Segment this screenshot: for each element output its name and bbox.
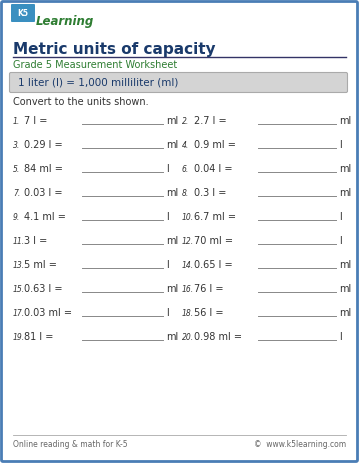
Text: l: l (166, 212, 169, 222)
Text: K5: K5 (18, 8, 28, 18)
Text: 56 l =: 56 l = (194, 308, 224, 318)
FancyBboxPatch shape (9, 73, 348, 93)
Text: 11.: 11. (13, 237, 25, 245)
Text: Convert to the units shown.: Convert to the units shown. (13, 97, 149, 107)
Text: 20.: 20. (182, 332, 194, 342)
Text: 13.: 13. (13, 261, 25, 269)
Text: 8.: 8. (182, 188, 189, 198)
Text: l: l (339, 236, 342, 246)
Text: 6.7 ml =: 6.7 ml = (194, 212, 236, 222)
Text: ml: ml (166, 140, 178, 150)
Text: 0.3 l =: 0.3 l = (194, 188, 227, 198)
Text: 16.: 16. (182, 284, 194, 294)
Text: 1.: 1. (13, 117, 20, 125)
Text: ml: ml (339, 260, 351, 270)
Text: 3 l =: 3 l = (24, 236, 47, 246)
Text: 15.: 15. (13, 284, 25, 294)
Text: ml: ml (339, 308, 351, 318)
Text: ml: ml (166, 116, 178, 126)
Text: 0.9 ml =: 0.9 ml = (194, 140, 236, 150)
Text: 7.: 7. (13, 188, 20, 198)
Text: l: l (166, 164, 169, 174)
Text: 70 ml =: 70 ml = (194, 236, 233, 246)
Text: ml: ml (339, 284, 351, 294)
Text: l: l (339, 140, 342, 150)
Text: l: l (166, 308, 169, 318)
Text: 4.: 4. (182, 140, 189, 150)
Text: Metric units of capacity: Metric units of capacity (13, 42, 216, 57)
Text: 18.: 18. (182, 308, 194, 318)
Text: 81 l =: 81 l = (24, 332, 53, 342)
Text: 17.: 17. (13, 308, 25, 318)
Text: 0.03 l =: 0.03 l = (24, 188, 62, 198)
Text: l: l (166, 260, 169, 270)
Text: Online reading & math for K-5: Online reading & math for K-5 (13, 440, 128, 449)
Text: 1 liter (l) = 1,000 milliliter (ml): 1 liter (l) = 1,000 milliliter (ml) (18, 77, 178, 88)
Text: 5.: 5. (13, 164, 20, 174)
Text: ml: ml (166, 284, 178, 294)
Text: ml: ml (339, 188, 351, 198)
Text: 9.: 9. (13, 213, 20, 221)
Text: 14.: 14. (182, 261, 194, 269)
Text: 76 l =: 76 l = (194, 284, 224, 294)
Text: Grade 5 Measurement Worksheet: Grade 5 Measurement Worksheet (13, 60, 177, 70)
Text: 0.04 l =: 0.04 l = (194, 164, 233, 174)
Text: 0.65 l =: 0.65 l = (194, 260, 233, 270)
Text: ml: ml (339, 164, 351, 174)
Text: 5 ml =: 5 ml = (24, 260, 57, 270)
Text: 19.: 19. (13, 332, 25, 342)
Text: 0.63 l =: 0.63 l = (24, 284, 62, 294)
Text: 6.: 6. (182, 164, 189, 174)
Text: 0.03 ml =: 0.03 ml = (24, 308, 72, 318)
Text: 7 l =: 7 l = (24, 116, 47, 126)
Text: 12.: 12. (182, 237, 194, 245)
Text: ©  www.k5learning.com: © www.k5learning.com (254, 440, 346, 449)
Text: 4.1 ml =: 4.1 ml = (24, 212, 66, 222)
Text: Learning: Learning (36, 15, 94, 29)
Text: l: l (339, 212, 342, 222)
Text: 3.: 3. (13, 140, 20, 150)
Text: ml: ml (166, 332, 178, 342)
Text: 84 ml =: 84 ml = (24, 164, 63, 174)
Text: 2.7 l =: 2.7 l = (194, 116, 227, 126)
Text: 0.29 l =: 0.29 l = (24, 140, 62, 150)
Text: ml: ml (166, 236, 178, 246)
Text: 0.98 ml =: 0.98 ml = (194, 332, 242, 342)
Text: l: l (339, 332, 342, 342)
Text: 2.: 2. (182, 117, 189, 125)
Text: 10.: 10. (182, 213, 194, 221)
Text: ml: ml (339, 116, 351, 126)
Text: ml: ml (166, 188, 178, 198)
FancyBboxPatch shape (11, 4, 35, 22)
